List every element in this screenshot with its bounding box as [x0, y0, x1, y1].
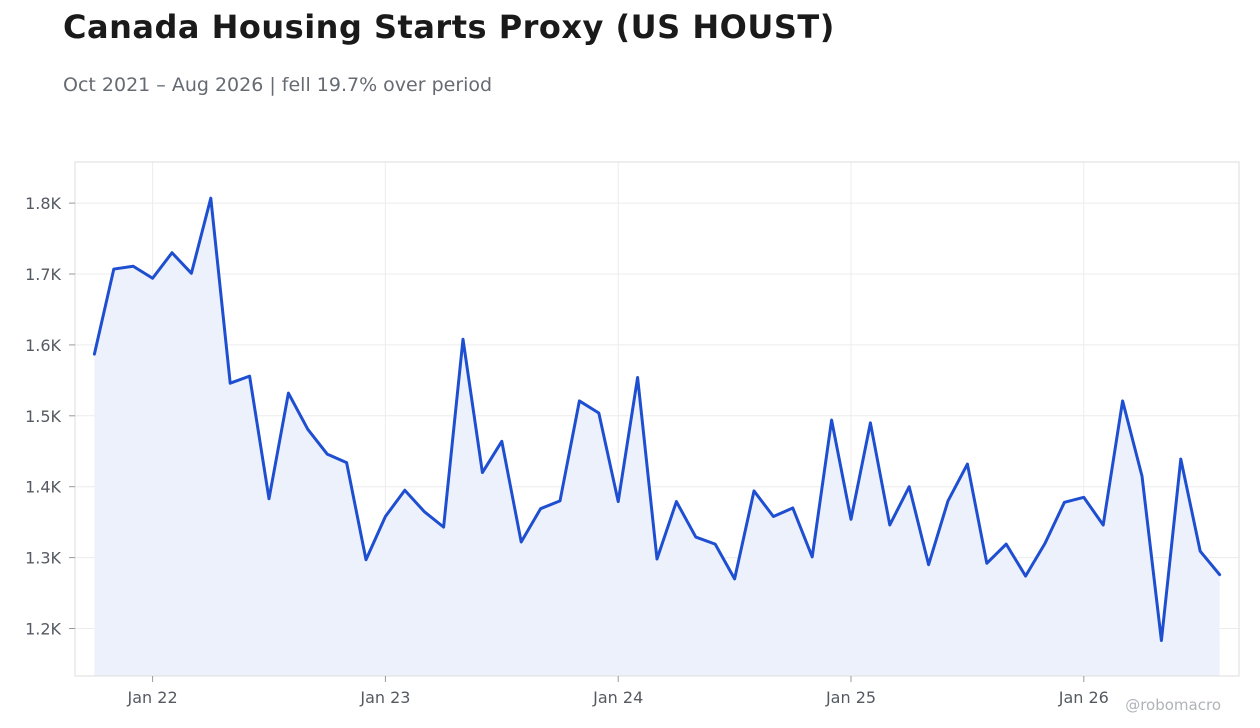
x-tick-label: Jan 26	[1058, 688, 1109, 707]
data-point	[422, 510, 426, 514]
chart-title: Canada Housing Starts Proxy (US HOUST)	[63, 8, 835, 46]
data-point	[92, 352, 96, 356]
y-axis: 1.2K 1.3K 1.4K 1.5K 1.6K 1.7K 1.8K	[25, 194, 75, 638]
area-layer	[94, 198, 1220, 676]
data-point	[480, 471, 484, 475]
data-point	[965, 462, 969, 466]
data-point	[364, 558, 368, 562]
x-axis: Jan 22 Jan 23 Jan 24 Jan 25 Jan 26	[127, 676, 1109, 707]
y-tick-label: 1.2K	[25, 619, 61, 638]
data-point	[868, 421, 872, 425]
chart-subtitle: Oct 2021 – Aug 2026 | fell 19.7% over pe…	[63, 74, 493, 96]
data-point	[558, 499, 562, 503]
data-point	[306, 427, 310, 431]
data-point	[771, 514, 775, 518]
data-point	[461, 337, 465, 341]
data-point	[616, 500, 620, 504]
data-point	[674, 500, 678, 504]
data-point	[170, 251, 174, 255]
data-point	[442, 525, 446, 529]
data-point	[1082, 495, 1086, 499]
data-point	[1121, 399, 1125, 403]
data-point	[1062, 500, 1066, 504]
x-tick-label: Jan 22	[127, 688, 178, 707]
y-tick-label: 1.7K	[25, 265, 61, 284]
data-point	[500, 439, 504, 443]
y-tick-label: 1.6K	[25, 336, 61, 355]
data-point	[1159, 639, 1163, 643]
data-point	[985, 561, 989, 565]
x-tick-label: Jan 23	[359, 688, 410, 707]
data-point	[1198, 549, 1202, 553]
data-point	[1043, 541, 1047, 545]
y-tick-label: 1.8K	[25, 194, 61, 213]
data-point	[849, 517, 853, 521]
data-point	[267, 497, 271, 501]
watermark: @robomacro	[1125, 696, 1221, 714]
data-point	[1004, 542, 1008, 546]
data-point	[636, 376, 640, 380]
data-point	[752, 489, 756, 493]
data-point	[597, 411, 601, 415]
data-point	[713, 542, 717, 546]
data-point	[927, 563, 931, 567]
data-point	[286, 391, 290, 395]
data-point	[325, 452, 329, 456]
y-tick-label: 1.5K	[25, 407, 61, 426]
data-point	[1140, 474, 1144, 478]
data-point	[907, 485, 911, 489]
data-point	[1101, 523, 1105, 527]
data-point	[1218, 573, 1222, 577]
data-point	[131, 264, 135, 268]
data-point	[209, 196, 213, 200]
data-point	[888, 523, 892, 527]
data-point	[248, 374, 252, 378]
y-tick-label: 1.3K	[25, 549, 61, 568]
line-layer	[92, 196, 1222, 643]
series-line	[92, 196, 1222, 643]
data-point	[810, 555, 814, 559]
data-point	[539, 507, 543, 511]
data-point	[655, 557, 659, 561]
data-point	[189, 271, 193, 275]
data-point	[577, 399, 581, 403]
data-point	[151, 276, 155, 280]
data-point	[345, 461, 349, 465]
y-tick-label: 1.4K	[25, 478, 61, 497]
data-point	[791, 506, 795, 510]
x-tick-label: Jan 25	[825, 688, 876, 707]
data-point	[112, 267, 116, 271]
data-point	[946, 499, 950, 503]
data-point	[228, 381, 232, 385]
data-point	[830, 418, 834, 422]
data-point	[1024, 574, 1028, 578]
data-point	[519, 540, 523, 544]
data-point	[1179, 457, 1183, 461]
series-area	[94, 198, 1220, 676]
data-point	[403, 488, 407, 492]
data-point	[694, 535, 698, 539]
x-tick-label: Jan 24	[592, 688, 643, 707]
plot-frame	[74, 161, 1240, 677]
data-point	[383, 514, 387, 518]
data-point	[733, 577, 737, 581]
